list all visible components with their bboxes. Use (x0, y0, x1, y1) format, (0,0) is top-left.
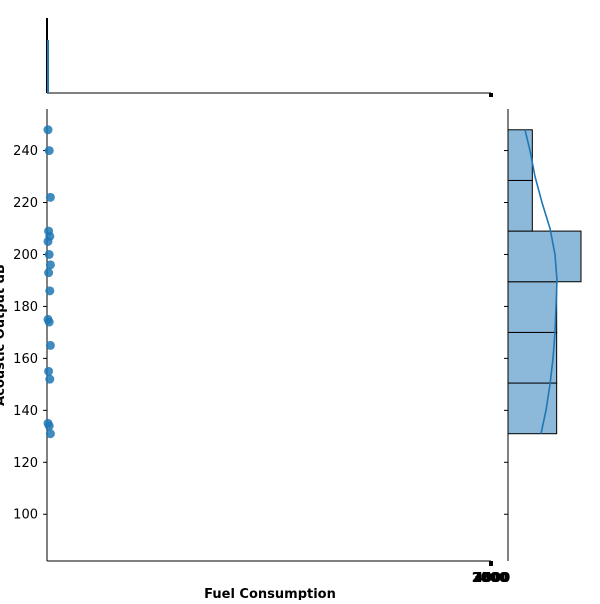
y-tick-label: 220 (13, 196, 38, 211)
scatter-point (44, 146, 54, 156)
scatter-point (43, 236, 53, 246)
right-marginal-panel (504, 109, 582, 561)
y-tick-label: 140 (13, 404, 38, 419)
y-tick-label: 180 (13, 300, 38, 315)
histogram-bar (507, 331, 558, 384)
main-scatter-panel: 100 120 140 160 180 200 220 240 2000250030003500… (13, 109, 510, 586)
scatter-point (44, 268, 54, 278)
x-tick-label: 2500 (472, 571, 508, 586)
scatter-point (44, 317, 54, 327)
scatter-point (45, 192, 55, 202)
x-tick-label: 3500 (474, 571, 510, 586)
scatter-point (45, 374, 55, 384)
scatter-point (45, 260, 55, 270)
y-tick-label: 160 (13, 352, 38, 367)
right-marginal-kde (524, 129, 558, 434)
x-axis-title: Fuel Consumption (204, 587, 336, 600)
scatter-point (44, 249, 54, 259)
scatter-point (45, 429, 55, 439)
scatter-point (45, 340, 55, 350)
top-marginal-tick-cluster (489, 93, 493, 97)
scatter-point (44, 366, 54, 376)
y-tick-label: 100 (13, 508, 38, 523)
scatter-point (45, 286, 55, 296)
y-tick-label: 200 (13, 248, 38, 263)
x-tick-label: 2000 (472, 571, 508, 586)
y-axis-title: Acoustic Output dB (0, 264, 8, 406)
scatter-point (43, 125, 53, 135)
histogram-bar (507, 129, 533, 181)
histogram-bar (507, 281, 558, 333)
histogram-bar (507, 230, 582, 283)
x-tick-label: 4000 (474, 571, 510, 586)
x-tick-marks-cluster (489, 561, 493, 566)
scatter-point (44, 421, 54, 431)
top-marginal-panel (46, 18, 493, 97)
y-tick-label: 240 (13, 144, 38, 159)
histogram-bar (507, 179, 533, 232)
x-tick-label: 3000 (473, 571, 509, 586)
y-tick-label: 120 (13, 456, 38, 471)
